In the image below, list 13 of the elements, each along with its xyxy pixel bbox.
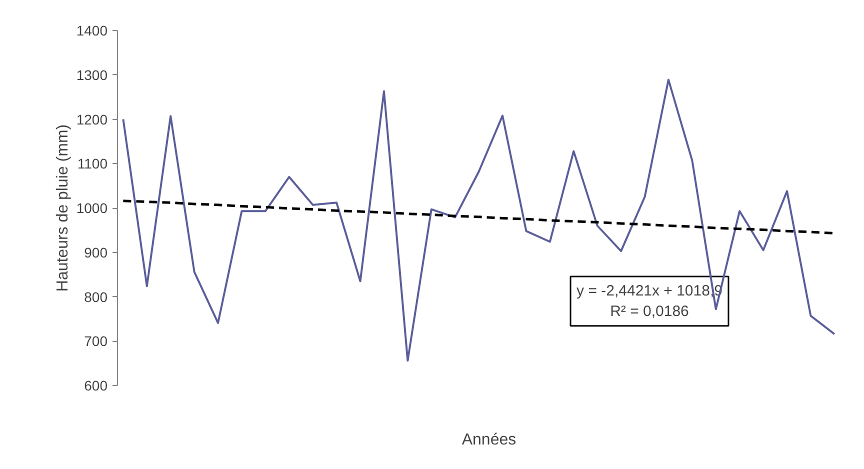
annotation: R² = 0,0186 (610, 302, 689, 320)
y-tick-label: 1300 (76, 66, 108, 83)
y-tick-label: 1000 (76, 200, 108, 216)
y-tick-label: 600 (84, 378, 108, 394)
y-tick-label: 700 (84, 333, 108, 350)
y-tick-label: 900 (84, 244, 108, 260)
y-tick-label: 1100 (77, 156, 108, 172)
y-tick-label: 800 (84, 288, 108, 305)
y-axis-title: Hauteurs de pluie (mm) (54, 124, 72, 292)
y-tick-label: 1200 (76, 111, 108, 128)
y-tick-label: 1400 (76, 22, 108, 38)
x-axis-title: Années (462, 432, 516, 448)
line-series (122, 78, 836, 362)
